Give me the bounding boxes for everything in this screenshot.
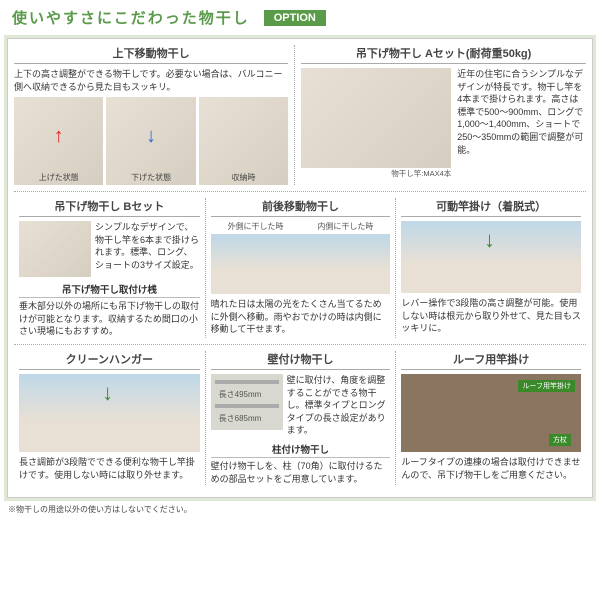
img-label: 下げた状態 (131, 172, 171, 183)
row-2: 吊下げ物干し Bセット シンプルなデザインで、物干し竿を6本まで掛けられます。標… (14, 198, 586, 345)
section-title: ルーフ用竿掛け (401, 351, 581, 370)
header-title: 使いやすさにこだわった物干し (12, 7, 250, 28)
sublabel: 内側に干した時 (317, 221, 373, 232)
section-desc: レバー操作で3段階の高さ調整が可能。使用しない時は根元から取り外せて、見た目もス… (401, 297, 581, 335)
section-front-back: 前後移動物干し 外側に干した時 内側に干した時 晴れた日は太陽の光をたくさん当て… (205, 198, 396, 338)
section-title: 壁付け物干し (211, 351, 391, 370)
section-desc: 壁付け物干しを、柱（70角）に取付けるための部品セットをご用意しています。 (211, 460, 391, 485)
product-image (19, 374, 200, 452)
section-desc: シンプルなデザインで、物干し竿を6本まで掛けられます。標準、ロング、ショートの3… (95, 221, 200, 277)
section-title: 前後移動物干し (211, 198, 391, 217)
section-movable: 可動竿掛け（着脱式） レバー操作で3段階の高さ調整が可能。使用しない時は根元から… (395, 198, 586, 338)
state-image-up: 上げた状態 (14, 97, 103, 185)
product-image: ルーフ用竿掛け 方杖 (401, 374, 581, 452)
footnote: ※物干しの用途以外の使い方はしないでください。 (0, 501, 600, 518)
section-desc: 近年の住宅に合うシンプルなデザインが特長です。物干し竿を4本まで掛けられます。高… (457, 68, 586, 179)
section-desc: ルーフタイプの連棟の場合は取付けできませんので、吊下げ物干しをご用意ください。 (401, 456, 581, 481)
section-hang-b: 吊下げ物干し Bセット シンプルなデザインで、物干し竿を6本まで掛けられます。標… (14, 198, 205, 338)
img-label: 上げた状態 (39, 172, 79, 183)
product-image: 長さ495mm 長さ685mm (211, 374, 283, 430)
image-caption: 物干し竿:MAX4本 (301, 168, 451, 179)
image-block: 物干し竿:MAX4本 (301, 68, 451, 179)
state-image-stored: 収納時 (199, 97, 288, 185)
state-image-down: 下げた状態 (106, 97, 195, 185)
section-updown: 上下移動物干し 上下の高さ調整ができる物干しです。必要ない場合は、バルコニー側へ… (14, 45, 294, 185)
product-image (401, 221, 581, 293)
tag: 方杖 (549, 434, 571, 446)
section-subtitle: 吊下げ物干し取付け桟 (19, 282, 200, 298)
section-title: 上下移動物干し (14, 45, 288, 64)
length-label: 長さ685mm (215, 413, 279, 424)
section-title: クリーンハンガー (19, 351, 200, 370)
section-desc: 壁に取付け、角度を調整することができる物干し。標準タイプとロングタイプの長さ設定… (287, 374, 391, 437)
img-label: 収納時 (232, 172, 256, 183)
product-image (19, 221, 91, 277)
product-image (301, 68, 451, 168)
section-subtitle: 柱付け物干し (211, 442, 391, 458)
section-title: 吊下げ物干し Bセット (19, 198, 200, 217)
row-1: 上下移動物干し 上下の高さ調整ができる物干しです。必要ない場合は、バルコニー側へ… (14, 45, 586, 192)
image-row: 上げた状態 下げた状態 収納時 (14, 97, 288, 185)
section-desc: 晴れた日は太陽の光をたくさん当てるために外側へ移動。雨やおでかけの時は内側に移動… (211, 298, 391, 336)
section-roof-pole: ルーフ用竿掛け ルーフ用竿掛け 方杖 ルーフタイプの連棟の場合は取付けできません… (395, 351, 586, 485)
content-band: 上下移動物干し 上下の高さ調整ができる物干しです。必要ない場合は、バルコニー側へ… (4, 35, 596, 501)
content: 上下移動物干し 上下の高さ調整ができる物干しです。必要ない場合は、バルコニー側へ… (7, 38, 593, 498)
section-wall-mount: 壁付け物干し 長さ495mm 長さ685mm 壁に取付け、角度を調整することがで… (205, 351, 396, 485)
option-badge: OPTION (264, 10, 326, 26)
section-title: 吊下げ物干し Aセット(耐荷重50kg) (301, 45, 586, 64)
section-hang-a: 吊下げ物干し Aセット(耐荷重50kg) 物干し竿:MAX4本 近年の住宅に合う… (294, 45, 586, 185)
section-desc: 上下の高さ調整ができる物干しです。必要ない場合は、バルコニー側へ収納できるから見… (14, 68, 288, 93)
row-3: クリーンハンガー 長さ調節が3段階でできる便利な物干し竿掛けです。使用しない時に… (14, 351, 586, 491)
section-desc: 長さ調節が3段階でできる便利な物干し竿掛けです。使用しない時には取り外せます。 (19, 456, 200, 481)
section-desc: 垂木部分以外の場所にも吊下げ物干しの取付けが可能となります。収納するため間口の小… (19, 300, 200, 338)
product-image (211, 234, 391, 294)
header: 使いやすさにこだわった物干し OPTION (4, 4, 596, 31)
tag: ルーフ用竿掛け (518, 380, 575, 392)
length-label: 長さ495mm (215, 389, 279, 400)
section-clean-hanger: クリーンハンガー 長さ調節が3段階でできる便利な物干し竿掛けです。使用しない時に… (14, 351, 205, 485)
sublabel: 外側に干した時 (228, 221, 284, 232)
section-title: 可動竿掛け（着脱式） (401, 198, 581, 217)
